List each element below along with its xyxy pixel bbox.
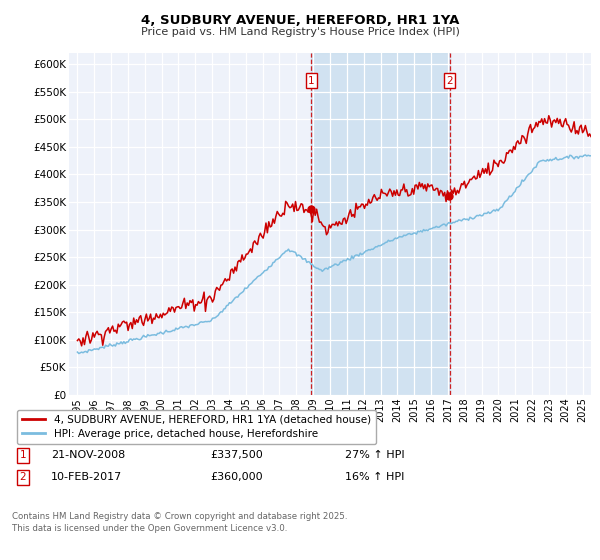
- Text: 21-NOV-2008: 21-NOV-2008: [51, 450, 125, 460]
- Text: Price paid vs. HM Land Registry's House Price Index (HPI): Price paid vs. HM Land Registry's House …: [140, 27, 460, 37]
- Text: 2: 2: [446, 76, 453, 86]
- Text: £360,000: £360,000: [210, 472, 263, 482]
- Text: 10-FEB-2017: 10-FEB-2017: [51, 472, 122, 482]
- Text: £337,500: £337,500: [210, 450, 263, 460]
- Text: 1: 1: [308, 76, 315, 86]
- Text: 16% ↑ HPI: 16% ↑ HPI: [345, 472, 404, 482]
- Text: 1: 1: [19, 450, 26, 460]
- Legend: 4, SUDBURY AVENUE, HEREFORD, HR1 1YA (detached house), HPI: Average price, detac: 4, SUDBURY AVENUE, HEREFORD, HR1 1YA (de…: [17, 409, 376, 444]
- Bar: [311, 53, 449, 395]
- Text: 2: 2: [19, 472, 26, 482]
- Text: Contains HM Land Registry data © Crown copyright and database right 2025.
This d: Contains HM Land Registry data © Crown c…: [12, 512, 347, 533]
- Text: 27% ↑ HPI: 27% ↑ HPI: [345, 450, 404, 460]
- Text: 4, SUDBURY AVENUE, HEREFORD, HR1 1YA: 4, SUDBURY AVENUE, HEREFORD, HR1 1YA: [141, 14, 459, 27]
